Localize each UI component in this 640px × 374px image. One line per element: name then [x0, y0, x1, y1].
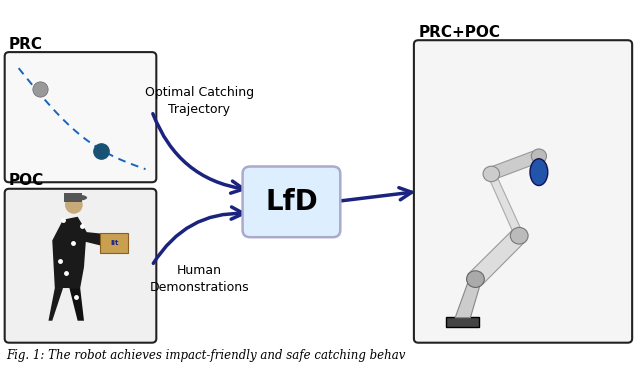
Circle shape [483, 166, 500, 182]
FancyBboxPatch shape [414, 40, 632, 343]
FancyBboxPatch shape [243, 166, 340, 237]
Polygon shape [52, 217, 86, 288]
FancyBboxPatch shape [4, 189, 156, 343]
Polygon shape [49, 288, 63, 321]
Text: lit: lit [110, 240, 118, 246]
FancyBboxPatch shape [64, 193, 82, 202]
Text: Fig. 1: The robot achieves impact-friendly and safe catching behav: Fig. 1: The robot achieves impact-friend… [6, 349, 405, 362]
Text: Human
Demonstrations: Human Demonstrations [150, 264, 249, 294]
Circle shape [467, 271, 484, 288]
Polygon shape [485, 151, 545, 178]
Text: LfD: LfD [265, 188, 318, 216]
Ellipse shape [69, 195, 87, 201]
Polygon shape [69, 288, 84, 321]
Polygon shape [485, 169, 526, 240]
Polygon shape [455, 279, 482, 318]
Text: PRC+POC: PRC+POC [419, 25, 500, 40]
Text: POC: POC [9, 173, 44, 188]
FancyBboxPatch shape [446, 317, 479, 327]
Ellipse shape [65, 196, 83, 214]
FancyBboxPatch shape [4, 52, 156, 182]
Text: PRC: PRC [9, 37, 43, 52]
Ellipse shape [530, 159, 548, 186]
Circle shape [531, 149, 547, 163]
Circle shape [510, 227, 528, 244]
Text: Optimal Catching
Trajectory: Optimal Catching Trajectory [145, 86, 254, 116]
Polygon shape [468, 230, 526, 284]
Polygon shape [80, 232, 111, 246]
FancyBboxPatch shape [100, 233, 129, 253]
